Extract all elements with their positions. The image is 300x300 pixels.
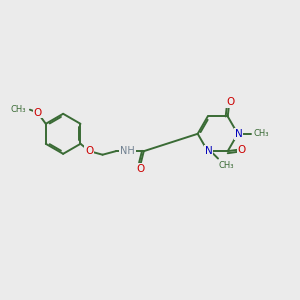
Text: O: O bbox=[226, 97, 234, 107]
Text: O: O bbox=[238, 145, 246, 155]
Text: O: O bbox=[137, 164, 145, 174]
Text: O: O bbox=[33, 108, 42, 118]
Text: N: N bbox=[205, 146, 212, 156]
Text: CH₃: CH₃ bbox=[219, 160, 234, 169]
Text: CH₃: CH₃ bbox=[253, 129, 268, 138]
Text: CH₃: CH₃ bbox=[11, 105, 26, 114]
Text: O: O bbox=[85, 146, 93, 156]
Text: NH: NH bbox=[120, 146, 135, 156]
Text: N: N bbox=[235, 129, 242, 139]
